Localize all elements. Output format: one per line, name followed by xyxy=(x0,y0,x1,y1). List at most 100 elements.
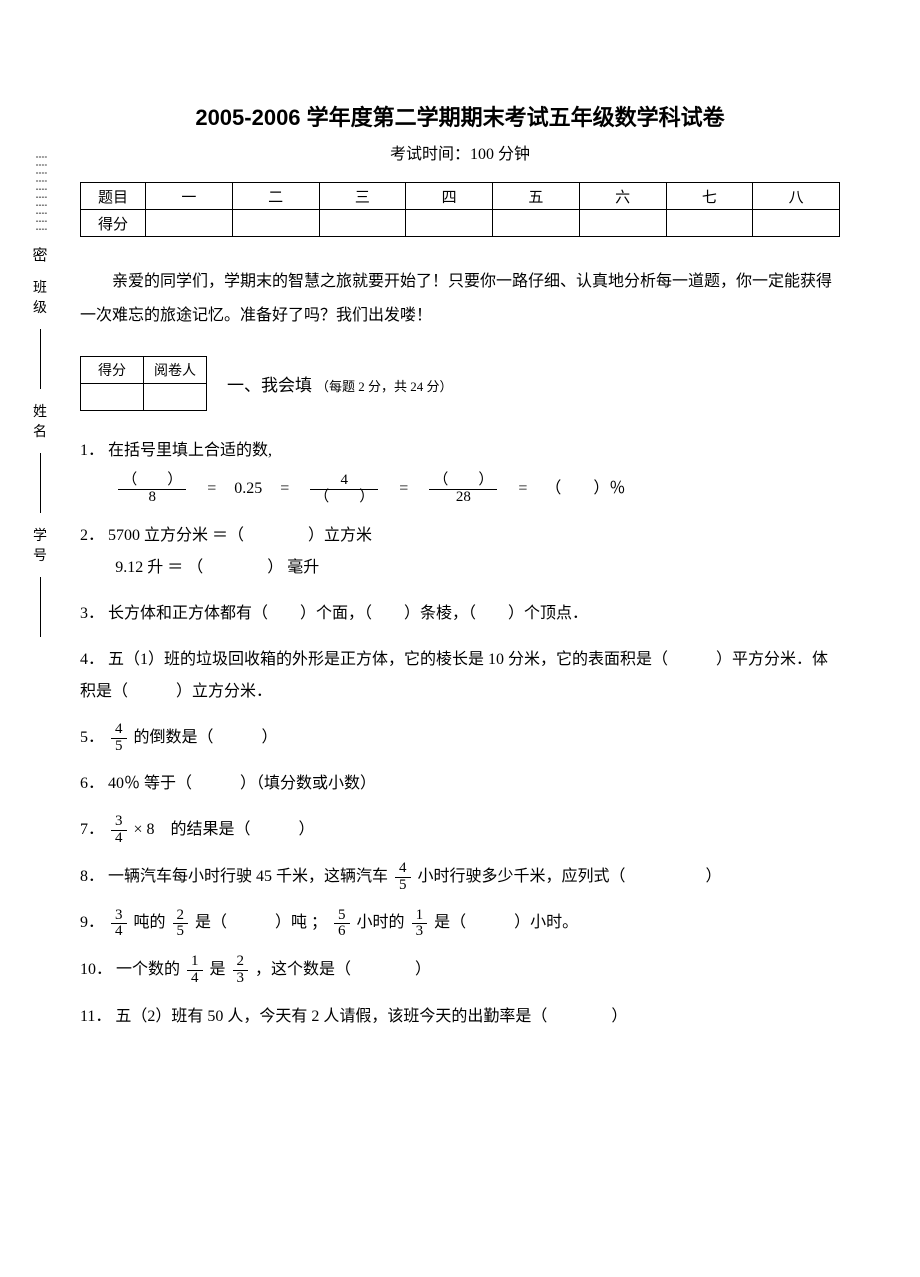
q5-num: 5． xyxy=(80,722,104,754)
section-1-title: 一、我会填 xyxy=(227,376,312,395)
frac-2-3: 2 3 xyxy=(233,954,249,987)
small-c2: 阅卷人 xyxy=(144,357,207,384)
table-row: 得分 阅卷人 xyxy=(81,357,207,384)
q10-mid: 是 xyxy=(210,961,226,978)
frac-3-4: 3 4 xyxy=(111,814,127,847)
frac-4-5-b: 4 5 xyxy=(395,861,411,894)
table-row xyxy=(81,384,207,411)
equals: = xyxy=(207,473,216,505)
question-7: 7． 3 4 × 8 的结果是（ ） xyxy=(80,814,840,847)
equals: = xyxy=(280,473,289,505)
section-1-title-wrap: 一、我会填 （每题 2 分，共 24 分） xyxy=(227,371,453,396)
score-cell xyxy=(319,210,406,237)
score-col: 六 xyxy=(579,183,666,210)
score-row1-label: 题目 xyxy=(81,183,146,210)
frac-blank-over-8: （ ） 8 xyxy=(118,473,186,506)
q7-num: 7． xyxy=(80,814,104,846)
margin-xingming: 姓名 xyxy=(33,401,47,441)
q9-mid2: 是（ ）吨 ； xyxy=(195,914,327,931)
score-cell xyxy=(753,210,840,237)
small-cell xyxy=(81,384,144,411)
score-table: 题目 一 二 三 四 五 六 七 八 得分 xyxy=(80,182,840,237)
score-col: 七 xyxy=(666,183,753,210)
q11-num: 11． xyxy=(80,1001,111,1033)
score-col: 一 xyxy=(146,183,233,210)
section-1-header: 得分 阅卷人 一、我会填 （每题 2 分，共 24 分） xyxy=(80,356,840,411)
small-cell xyxy=(144,384,207,411)
frac-num-blank: （ ） xyxy=(118,473,186,490)
q1-equation: （ ） 8 = 0.25 = 4 （ ） = （ ） 28 = （ ）％ xyxy=(80,473,840,506)
grader-table: 得分 阅卷人 xyxy=(80,356,207,411)
q5-tail: 的倒数是（ ） xyxy=(134,729,278,746)
score-col: 四 xyxy=(406,183,493,210)
q8-pre: 一辆汽车每小时行驶 45 千米，这辆汽车 xyxy=(108,868,388,885)
margin-xuehao: 学号 xyxy=(33,525,47,565)
question-4: 4． 五（1）班的垃圾回收箱的外形是正方体，它的棱长是 10 分米，它的表面积是… xyxy=(80,644,840,708)
question-2: 2． 5700 立方分米 ＝（ ）立方米 9.12 升 ＝ （ ） 毫升 xyxy=(80,520,840,584)
equals: = xyxy=(399,473,408,505)
frac-2-5: 2 5 xyxy=(173,908,189,941)
q9-mid4: 是（ ）小时。 xyxy=(434,914,578,931)
q2-num: 2． xyxy=(80,520,104,552)
q1-text: 在括号里填上合适的数, xyxy=(108,442,272,459)
equals: = xyxy=(518,473,527,505)
score-cell xyxy=(232,210,319,237)
frac-1-3: 1 3 xyxy=(412,908,428,941)
score-cell xyxy=(579,210,666,237)
score-col: 三 xyxy=(319,183,406,210)
score-col: 二 xyxy=(232,183,319,210)
q1-num: 1． xyxy=(80,435,104,467)
q2-line1: 5700 立方分米 ＝（ ）立方米 xyxy=(108,527,372,544)
section-1-note: （每题 2 分，共 24 分） xyxy=(316,379,453,394)
question-9: 9． 3 4 吨的 2 5 是（ ）吨 ； 5 6 小时的 1 3 是（ ）小时… xyxy=(80,907,840,940)
q1-blank-pct: （ ）％ xyxy=(545,473,625,505)
score-cell xyxy=(493,210,580,237)
q6-num: 6． xyxy=(80,768,104,800)
margin-line-1 xyxy=(40,329,41,389)
q11-text: 五（2）班有 50 人，今天有 2 人请假，该班今天的出勤率是（ ） xyxy=(115,1008,627,1025)
frac-5-6: 5 6 xyxy=(334,908,350,941)
score-cell xyxy=(666,210,753,237)
exam-subtitle: 考试时间：100 分钟 xyxy=(80,140,840,164)
score-cell xyxy=(146,210,233,237)
score-row2-label: 得分 xyxy=(81,210,146,237)
frac-num-4: 4 xyxy=(310,473,378,490)
question-10: 10． 一个数的 1 4 是 2 3 ，这个数是（ ） xyxy=(80,954,840,987)
table-row: 得分 xyxy=(81,210,840,237)
margin-mi: 密 xyxy=(32,244,47,265)
question-5: 5． 4 5 的倒数是（ ） xyxy=(80,722,840,755)
intro-text: 亲爱的同学们，学期末的智慧之旅就要开始了！只要你一路仔细、认真地分析每一道题，你… xyxy=(80,265,840,332)
frac-1-4: 1 4 xyxy=(187,954,203,987)
question-list: 1． 在括号里填上合适的数, （ ） 8 = 0.25 = 4 （ ） = （ … xyxy=(80,435,840,1032)
frac-4-5: 4 5 xyxy=(111,722,127,755)
q9-mid1: 吨的 xyxy=(134,914,166,931)
q10-pre: 一个数的 xyxy=(116,961,180,978)
frac-blank-over-28: （ ） 28 xyxy=(429,473,497,506)
question-6: 6． 40％ 等于（ ）（填分数或小数） xyxy=(80,768,840,800)
q6-text: 40％ 等于（ ）（填分数或小数） xyxy=(108,775,376,792)
frac-den-28: 28 xyxy=(429,490,497,506)
q3-num: 3． xyxy=(80,598,104,630)
margin-dots: ┊┊┊┊┊┊┊┊┊┊ xyxy=(35,154,45,234)
margin-line-3 xyxy=(40,577,41,637)
frac-num-blank: （ ） xyxy=(429,473,497,490)
score-col: 八 xyxy=(753,183,840,210)
small-c1: 得分 xyxy=(81,357,144,384)
q9-mid3: 小时的 xyxy=(357,914,405,931)
q7-mid: × 8 的结果是（ ） xyxy=(134,821,315,838)
q4-text: 五（1）班的垃圾回收箱的外形是正方体，它的棱长是 10 分米，它的表面积是（ ）… xyxy=(80,651,828,700)
exam-page: ┊┊┊┊┊┊┊┊┊┊ 密 班级 姓名 学号 2005-2006 学年度第二学期期… xyxy=(0,0,920,1277)
score-cell xyxy=(406,210,493,237)
question-1: 1． 在括号里填上合适的数, （ ） 8 = 0.25 = 4 （ ） = （ … xyxy=(80,435,840,506)
question-3: 3． 长方体和正方体都有（ ）个面，（ ）条棱，（ ）个顶点． xyxy=(80,598,840,630)
frac-3-4-b: 3 4 xyxy=(111,908,127,941)
frac-den-8: 8 xyxy=(118,490,186,506)
table-row: 题目 一 二 三 四 五 六 七 八 xyxy=(81,183,840,210)
question-8: 8． 一辆汽车每小时行驶 45 千米，这辆汽车 4 5 小时行驶多少千米，应列式… xyxy=(80,861,840,894)
q2-line2: 9.12 升 ＝ （ ） 毫升 xyxy=(80,552,840,584)
q8-post: 小时行驶多少千米，应列式（ ） xyxy=(418,868,722,885)
margin-line-2 xyxy=(40,453,41,513)
q10-post: ，这个数是（ ） xyxy=(255,961,431,978)
frac-4-over-blank: 4 （ ） xyxy=(310,473,378,506)
q9-num: 9． xyxy=(80,907,104,939)
